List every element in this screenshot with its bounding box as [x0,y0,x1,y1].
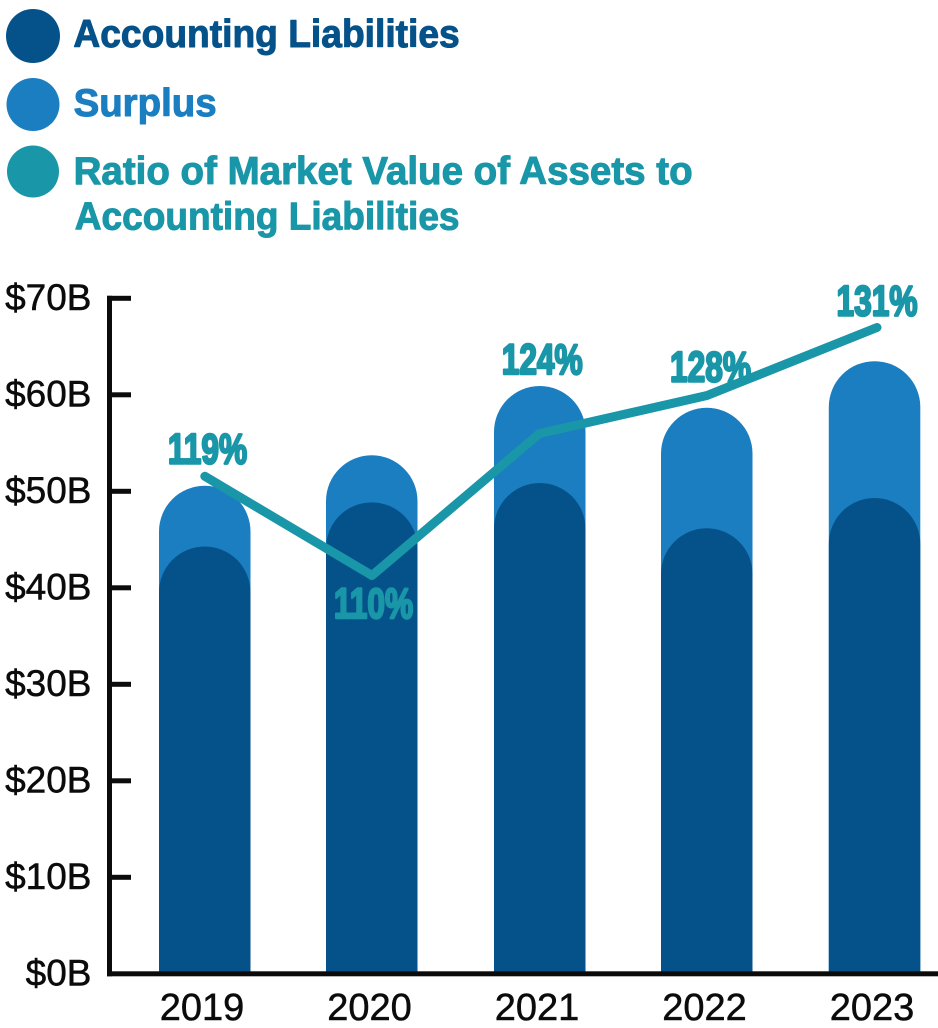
svg-text:$0B: $0B [26,952,92,993]
svg-text:Surplus: Surplus [74,82,217,125]
svg-text:$60B: $60B [5,374,91,415]
svg-text:2021: 2021 [495,987,580,1028]
svg-text:Accounting Liabilities: Accounting Liabilities [75,196,460,239]
svg-text:Accounting Liabilities: Accounting Liabilities [73,13,459,56]
svg-text:2022: 2022 [662,987,747,1028]
svg-text:$40B: $40B [5,567,91,608]
svg-text:131%: 131% [837,277,918,325]
svg-text:128%: 128% [670,343,751,391]
svg-text:$70B: $70B [5,277,91,318]
svg-text:2020: 2020 [327,987,412,1028]
svg-text:$10B: $10B [5,856,91,897]
svg-text:$30B: $30B [5,663,91,704]
svg-text:124%: 124% [502,336,583,384]
svg-text:2019: 2019 [160,987,245,1028]
svg-text:$50B: $50B [5,470,91,511]
svg-text:2023: 2023 [830,987,915,1028]
svg-text:110%: 110% [334,579,413,627]
svg-text:$20B: $20B [5,760,91,801]
svg-text:Ratio of Market Value of Asset: Ratio of Market Value of Assets to [74,150,693,193]
svg-text:119%: 119% [168,425,247,473]
